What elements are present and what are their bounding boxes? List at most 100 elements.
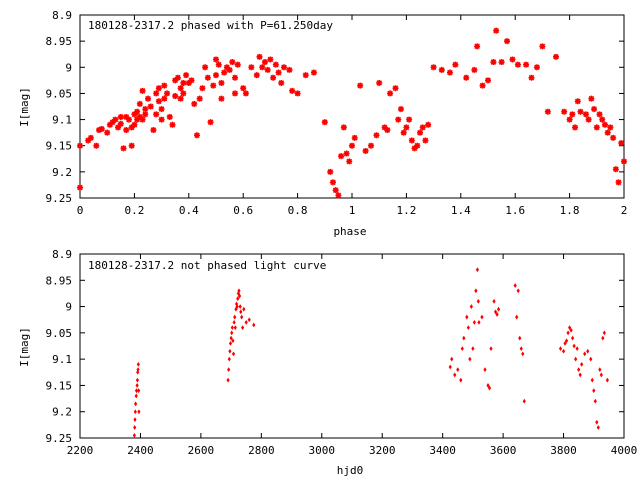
unphased-x-tick-label: 3600 (490, 444, 517, 457)
unphased-data-point (252, 322, 256, 328)
phased-data-point (117, 113, 124, 120)
unphased-data-point (476, 298, 480, 304)
unphased-x-tick-label: 3400 (429, 444, 456, 457)
phased-data-point (128, 142, 135, 149)
phased-data-point (422, 137, 429, 144)
phased-data-point (329, 179, 336, 186)
phased-data-point (272, 61, 279, 68)
phased-data-point (248, 64, 255, 71)
phased-data-point (166, 113, 173, 120)
phased-y-tick-label: 8.95 (46, 35, 73, 48)
unphased-data-point (519, 346, 523, 352)
phased-data-point (136, 113, 143, 120)
phased-y-tick-label: 9.05 (46, 87, 73, 100)
phased-data-point (196, 95, 203, 102)
unphased-x-tick-label: 4000 (611, 444, 638, 457)
unphased-data-point (136, 362, 140, 367)
unphased-data-point (135, 383, 139, 388)
unphased-data-point (448, 364, 452, 370)
unphased-x-tick-label: 3000 (309, 444, 336, 457)
phased-y-tick-label: 9.15 (46, 140, 73, 153)
unphased-data-point (577, 367, 581, 373)
phased-data-point (193, 132, 200, 139)
phased-data-point (106, 121, 113, 128)
phased-data-point (310, 69, 317, 76)
phased-data-point (218, 95, 225, 102)
unphased-y-tick-label: 9.2 (52, 406, 72, 419)
unphased-data-point (590, 377, 594, 383)
phased-data-point (294, 90, 301, 97)
phased-data-point (242, 90, 249, 97)
phased-data-point (610, 134, 617, 141)
unphased-data-point (589, 356, 593, 362)
unphased-data-point (453, 372, 457, 378)
phased-data-point (77, 142, 83, 149)
phased-data-point (131, 121, 138, 128)
phased-data-point (134, 108, 141, 115)
phased-ticks: 0 0.2 0.4 0.6 0.8 1 1.2 1.4 1.6 1.8 2 8.9 8.95 9 9.05 9… (46, 9, 628, 217)
phased-data-point (490, 59, 497, 66)
phased-x-tick-label: 1 (349, 204, 356, 217)
unphased-data-point (237, 293, 242, 299)
phased-data-point (618, 140, 625, 147)
phased-data-point (139, 116, 146, 123)
unphased-data-point (237, 288, 241, 294)
phased-data-point (125, 116, 132, 123)
phased-data-point (574, 98, 581, 105)
phased-x-tick-label: 1.2 (396, 204, 416, 217)
unphased-data-point (137, 409, 141, 415)
unphased-data-point (480, 314, 484, 320)
phased-data-point (128, 124, 135, 131)
unphased-data-point (474, 288, 478, 294)
phased-x-tick-label: 1.8 (560, 204, 580, 217)
phased-data-point (419, 124, 426, 131)
phased-data-point (351, 134, 358, 141)
phased-data-point (155, 98, 162, 105)
phased-data-point (408, 137, 415, 144)
phased-data-point (346, 158, 353, 165)
phased-data-point (213, 72, 219, 79)
unphased-x-tick-label: 2600 (188, 444, 215, 457)
unphased-data-point (492, 298, 496, 304)
unphased-data-point (483, 367, 487, 373)
unphased-data-point (462, 335, 466, 341)
phased-data-point (335, 192, 342, 199)
unphased-data-point (489, 346, 493, 352)
unphased-y-axis-label: I[mag] (18, 327, 31, 367)
phased-data-point (120, 145, 127, 152)
phased-data-point (213, 56, 219, 63)
phased-data-point (362, 147, 369, 154)
unphased-data-point (460, 346, 464, 352)
phased-data-point (539, 43, 546, 50)
phased-data-point (153, 90, 160, 97)
unphased-data-point (605, 377, 609, 383)
unphased-data-point (459, 377, 463, 383)
phased-data-point (397, 106, 404, 113)
unphased-data-point (472, 319, 476, 325)
phased-x-tick-label: 1.6 (505, 204, 525, 217)
phased-data-point (204, 74, 211, 81)
phased-data-point (523, 61, 530, 68)
unphased-plot-title: 180128-2317.2 not phased light curve (88, 259, 326, 272)
phased-data-point (270, 74, 277, 81)
phased-data-point (615, 179, 622, 186)
phased-light-curve-panel: 0 0.2 0.4 0.6 0.8 1 1.2 1.4 1.6 1.8 2 8.9 8.95 9 9.05 9… (18, 9, 627, 238)
phased-data-point (104, 129, 111, 136)
unphased-data-point (226, 377, 230, 383)
phased-data-point (417, 129, 423, 136)
phased-data-point (172, 77, 179, 84)
unphased-data-point (561, 348, 566, 354)
phased-data-point (161, 95, 168, 102)
phased-y-tick-label: 8.9 (52, 9, 72, 22)
phased-data-point (533, 64, 540, 71)
unphased-x-tick-label: 3200 (369, 444, 396, 457)
unphased-data-point (133, 409, 137, 415)
phased-data-point (485, 77, 491, 84)
phased-data-point (261, 59, 268, 66)
unphased-data-point (595, 419, 599, 425)
phased-data-point (174, 74, 181, 81)
unphased-y-tick-label: 9.1 (52, 353, 72, 366)
unphased-y-tick-label: 9.15 (46, 379, 73, 392)
phased-data-point (384, 127, 391, 134)
unphased-data-point (132, 432, 136, 438)
